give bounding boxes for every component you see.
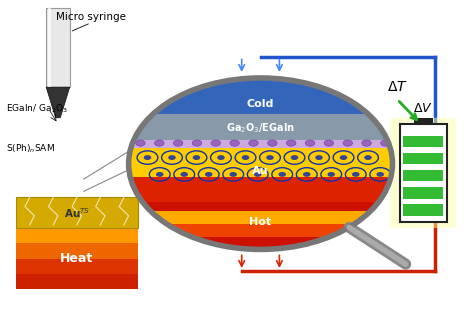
Bar [16, 274, 138, 289]
Circle shape [381, 140, 390, 146]
Circle shape [205, 172, 212, 177]
Circle shape [249, 140, 258, 146]
Bar [46, 7, 70, 87]
Text: Hot: Hot [249, 217, 272, 227]
Circle shape [173, 140, 183, 146]
Bar [403, 187, 443, 199]
Bar [403, 204, 443, 216]
Bar [16, 259, 138, 274]
Circle shape [376, 172, 384, 177]
Bar [128, 219, 392, 237]
Circle shape [230, 140, 239, 146]
Bar [128, 112, 392, 140]
Bar [128, 202, 392, 249]
Text: Au: Au [252, 166, 269, 176]
Bar [403, 170, 443, 181]
Circle shape [242, 155, 249, 160]
Circle shape [144, 155, 151, 160]
Bar [16, 197, 138, 228]
Circle shape [193, 155, 200, 160]
Text: $\Delta T$: $\Delta T$ [387, 80, 408, 94]
Circle shape [192, 140, 201, 146]
Text: S(Ph)$_n$SAM: S(Ph)$_n$SAM [6, 142, 55, 154]
Text: Heat: Heat [60, 252, 93, 265]
Circle shape [211, 140, 220, 146]
Circle shape [181, 172, 188, 177]
Text: Ga$_2$O$_3$/EGaIn: Ga$_2$O$_3$/EGaIn [226, 121, 295, 135]
Polygon shape [46, 87, 70, 118]
Bar [128, 146, 392, 176]
Circle shape [268, 140, 277, 146]
Circle shape [229, 172, 237, 177]
Bar [16, 243, 138, 259]
Circle shape [352, 172, 359, 177]
Wedge shape [128, 78, 392, 164]
Text: Au$^{TS}$: Au$^{TS}$ [64, 206, 90, 220]
Circle shape [278, 172, 286, 177]
Bar [128, 211, 392, 224]
FancyBboxPatch shape [390, 118, 456, 228]
Circle shape [303, 172, 310, 177]
Bar [47, 7, 51, 87]
Circle shape [168, 155, 176, 160]
Circle shape [364, 155, 372, 160]
Bar [128, 71, 392, 114]
Bar [414, 118, 433, 124]
Wedge shape [128, 164, 392, 249]
Circle shape [328, 172, 335, 177]
Bar [400, 124, 447, 222]
Circle shape [286, 140, 296, 146]
Circle shape [156, 172, 164, 177]
Bar [403, 136, 443, 147]
Circle shape [266, 155, 274, 160]
Text: EGaIn/ Ga$_2$O$_3$: EGaIn/ Ga$_2$O$_3$ [6, 102, 68, 115]
Bar [128, 138, 392, 148]
Bar [16, 228, 138, 243]
Text: $\Delta V$: $\Delta V$ [413, 102, 433, 115]
Circle shape [155, 140, 164, 146]
Circle shape [315, 155, 323, 160]
Circle shape [305, 140, 315, 146]
Circle shape [324, 140, 334, 146]
Circle shape [136, 140, 145, 146]
Bar [403, 153, 443, 164]
Text: Micro syringe: Micro syringe [56, 12, 126, 22]
Circle shape [362, 140, 371, 146]
Circle shape [291, 155, 298, 160]
Circle shape [340, 155, 347, 160]
Circle shape [343, 140, 353, 146]
Circle shape [217, 155, 225, 160]
Circle shape [254, 172, 262, 177]
Text: Cold: Cold [247, 99, 274, 109]
